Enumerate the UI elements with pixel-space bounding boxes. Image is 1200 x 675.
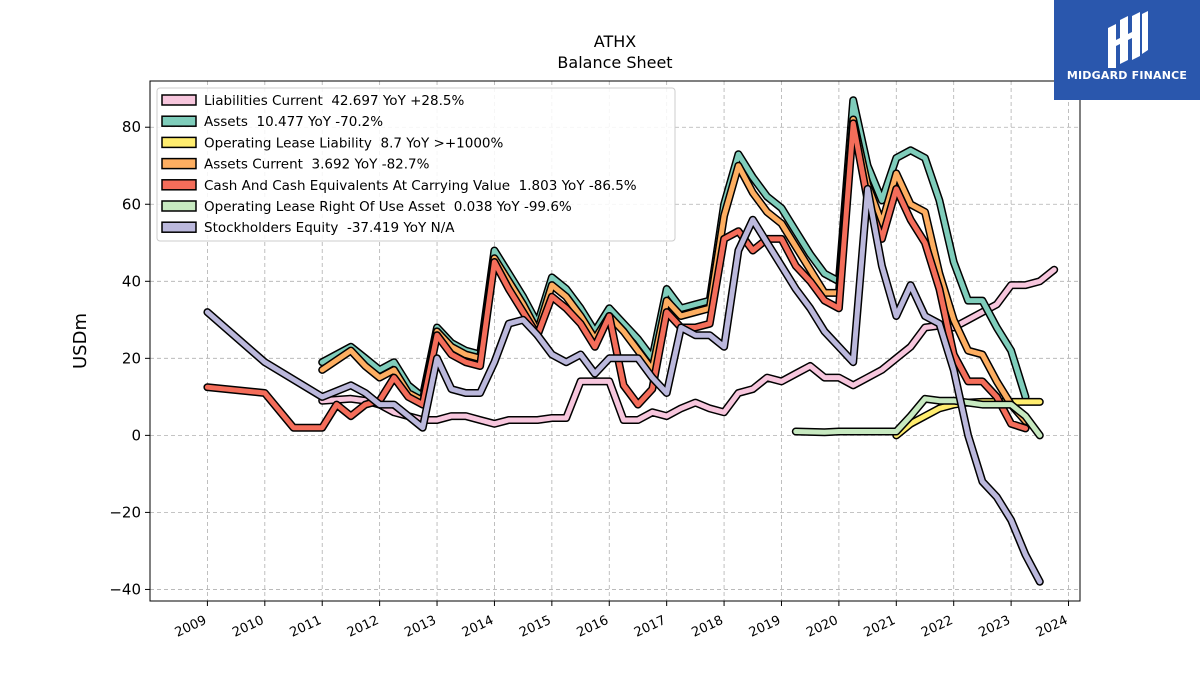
series-line-5 — [793, 396, 1043, 438]
x-tick-label: 2024 — [1034, 613, 1070, 641]
chart-title: ATHX — [594, 32, 637, 51]
legend-label-2: Operating Lease Liability 8.7 YoY >+1000… — [204, 135, 503, 151]
x-tick-label: 2013 — [402, 613, 438, 641]
legend-swatch-5 — [161, 200, 197, 212]
y-tick-label: −40 — [109, 580, 141, 598]
x-tick-label: 2022 — [919, 613, 955, 641]
x-tick-label: 2011 — [288, 613, 324, 641]
series-line-0 — [319, 267, 1057, 427]
legend-label-6: Stockholders Equity -37.419 YoY N/A — [204, 220, 455, 236]
legend-swatch-3 — [161, 157, 197, 170]
brand-logo-icon — [1108, 11, 1148, 68]
y-tick-label: 20 — [122, 349, 141, 367]
y-tick-label: 40 — [122, 272, 141, 290]
brand-logo: MIDGARD FINANCE — [1054, 0, 1200, 100]
y-tick-label: 60 — [122, 195, 141, 213]
legend-swatch-2 — [161, 136, 197, 149]
y-axis-label: USDm — [70, 313, 91, 369]
legend-label-3: Assets Current 3.692 YoY -82.7% — [204, 157, 430, 173]
legend: Liabilities Current 42.697 YoY +28.5% Ass… — [156, 87, 676, 242]
x-tick-label: 2020 — [804, 613, 840, 641]
legend-label-4: Cash And Cash Equivalents At Carrying Va… — [204, 178, 637, 194]
x-tick-label: 2019 — [747, 613, 783, 641]
x-tick-label: 2015 — [517, 613, 553, 641]
y-tick-label: −20 — [109, 503, 141, 521]
legend-label-0: Liabilities Current 42.697 YoY +28.5% — [204, 93, 464, 109]
x-tick-label: 2009 — [173, 613, 209, 641]
series-group — [203, 96, 1059, 586]
x-tick-label: 2012 — [345, 613, 381, 641]
legend-label-5: Operating Lease Right Of Use Asset 0.038… — [204, 199, 572, 215]
legend-swatch-6 — [161, 221, 197, 233]
series-line-3 — [319, 117, 1028, 424]
x-tick-label: 2016 — [575, 613, 611, 641]
y-tick-label: 0 — [131, 426, 141, 444]
series-line-4 — [204, 120, 1028, 431]
x-tick-label: 2010 — [230, 613, 266, 641]
x-tick-label: 2017 — [632, 613, 668, 641]
chart-subtitle: Balance Sheet — [557, 53, 672, 72]
x-tick-label: 2014 — [460, 613, 496, 641]
brand-name: MIDGARD FINANCE — [1066, 69, 1188, 82]
legend-swatch-4 — [161, 179, 197, 191]
series-line-6 — [204, 186, 1043, 585]
legend-swatch-0 — [161, 94, 197, 106]
plot-frame — [149, 80, 1081, 602]
legend-box — [156, 87, 676, 242]
x-tick-label: 2023 — [976, 613, 1012, 641]
y-tick-label: 80 — [122, 118, 141, 136]
legend-label-1: Assets 10.477 YoY -70.2% — [204, 114, 383, 130]
x-tick-label: 2021 — [862, 613, 898, 641]
legend-swatch-1 — [161, 115, 197, 127]
x-tick-label: 2018 — [689, 613, 725, 641]
